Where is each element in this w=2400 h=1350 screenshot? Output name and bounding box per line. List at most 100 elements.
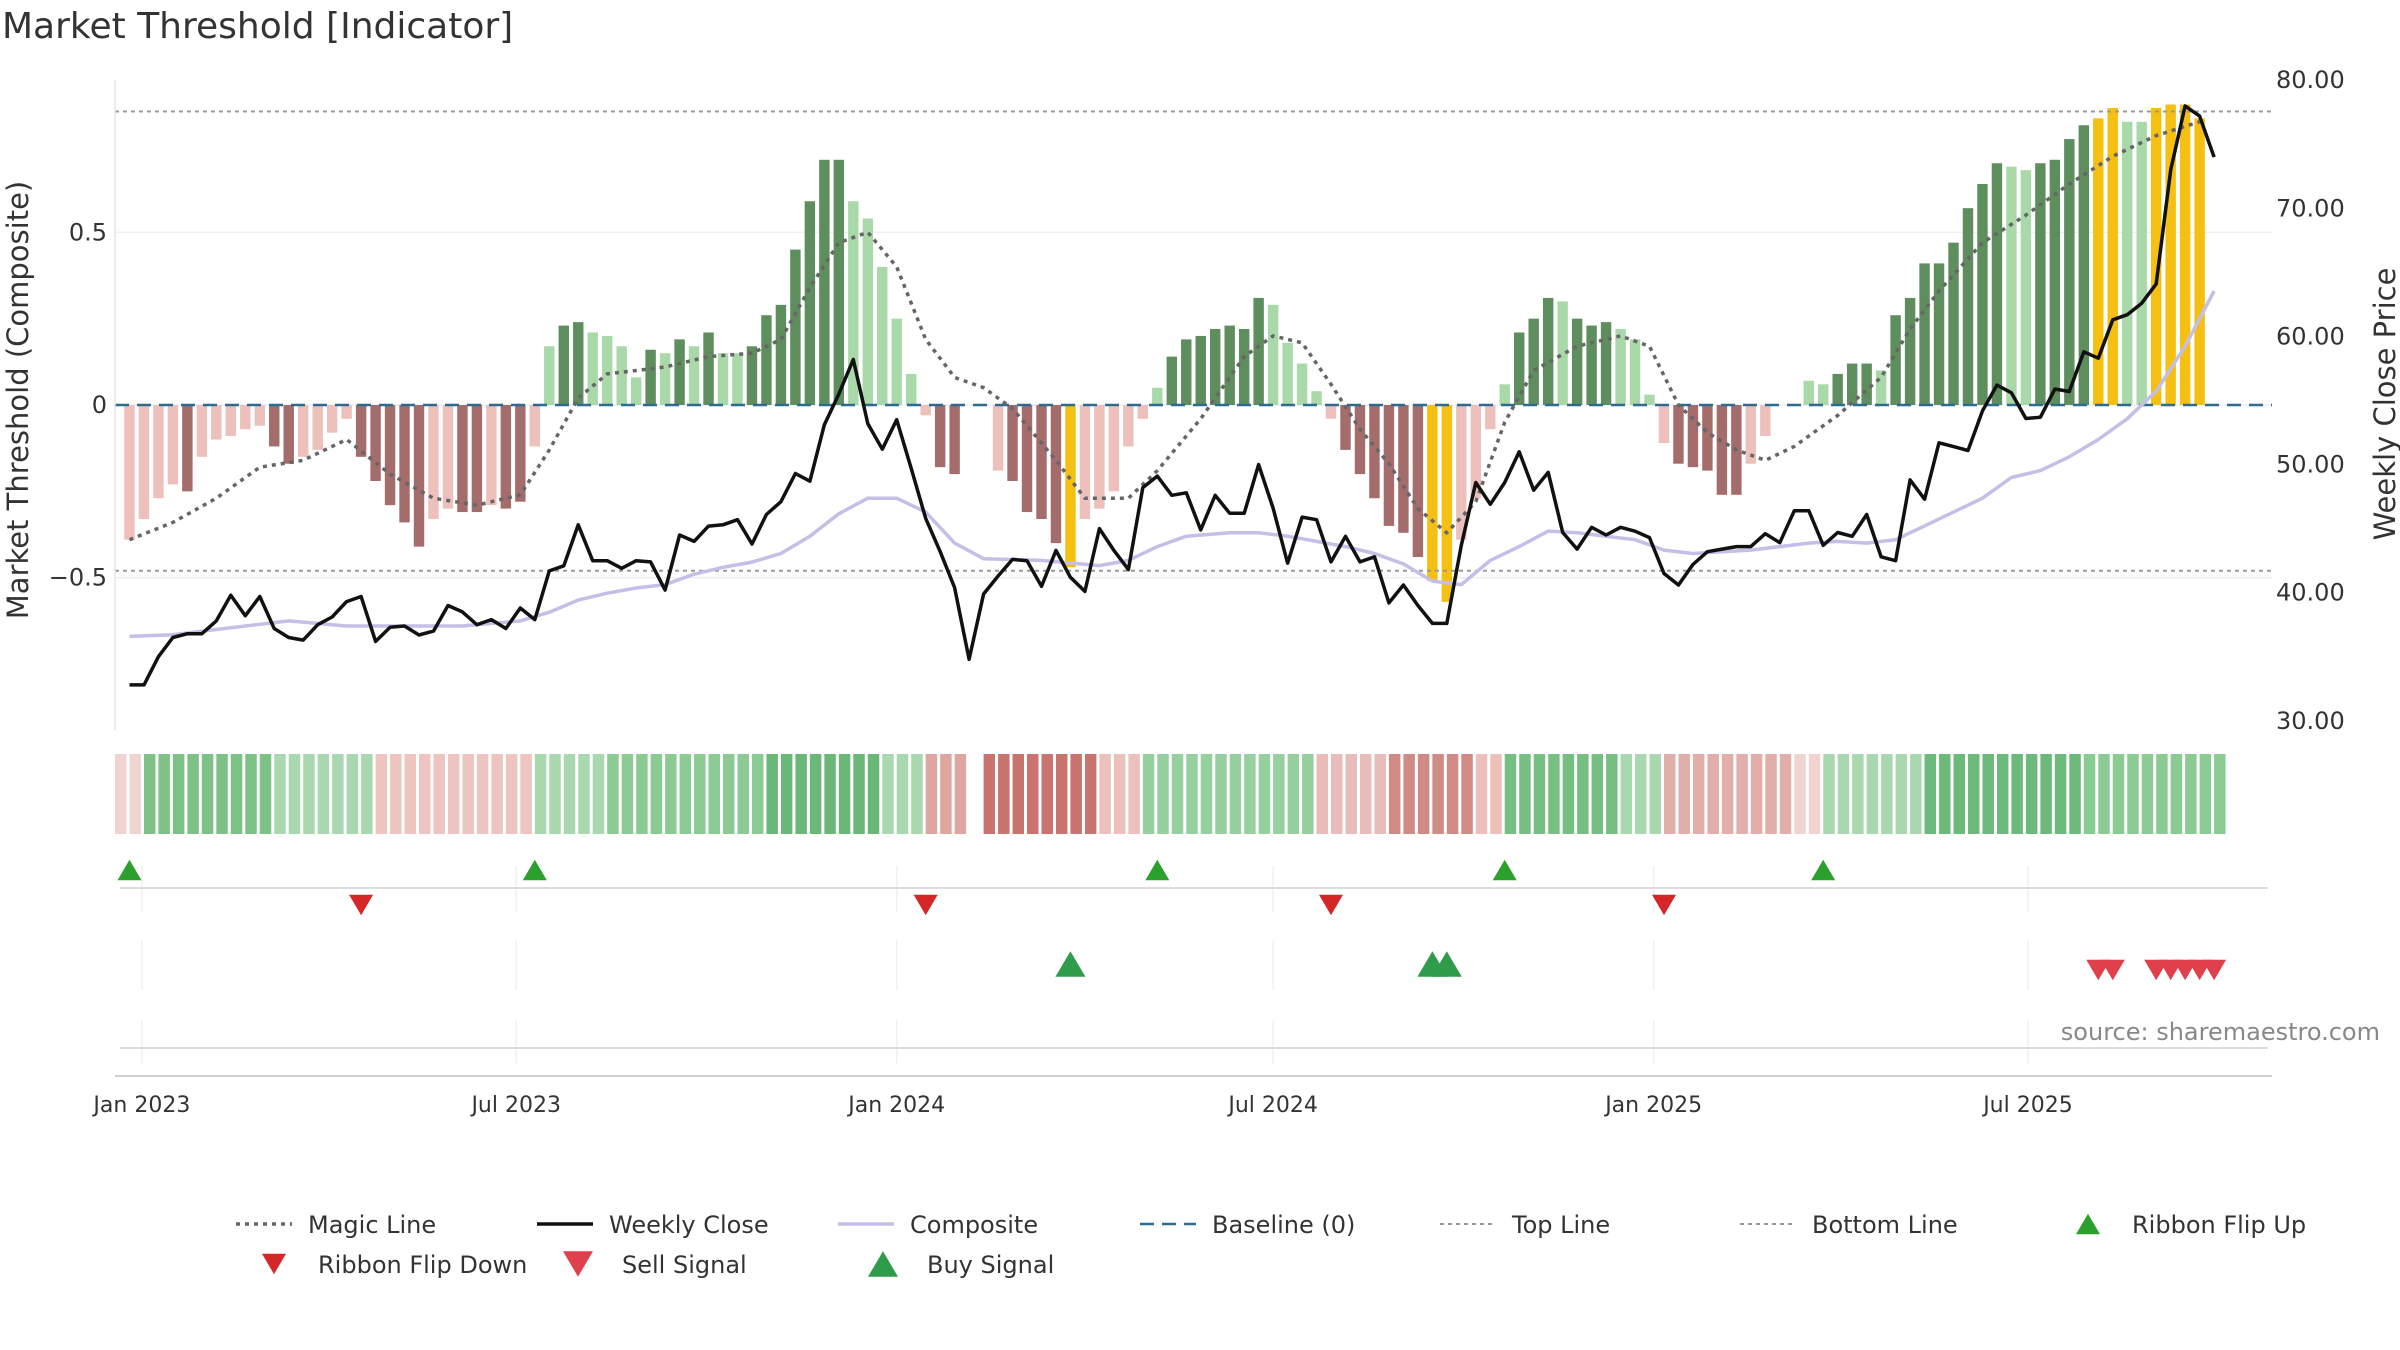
ribbon-cell bbox=[679, 754, 692, 834]
ribbon-cell bbox=[940, 754, 952, 834]
ribbon-cell bbox=[346, 754, 359, 834]
ribbon-cell bbox=[1229, 754, 1242, 834]
y-right-tick-label: 80.00 bbox=[2276, 66, 2345, 94]
ribbon-cell bbox=[245, 754, 257, 834]
composite-bar bbox=[790, 249, 801, 405]
composite-bar bbox=[1181, 339, 1192, 405]
y-right-tick-label: 50.00 bbox=[2276, 451, 2345, 479]
ribbon-cell bbox=[650, 754, 663, 834]
ribbon-flip-down-marker bbox=[913, 894, 938, 916]
ribbon-cell bbox=[1635, 754, 1647, 834]
composite-bar bbox=[1716, 405, 1728, 495]
legend-label: Baseline (0) bbox=[1212, 1211, 1355, 1239]
ribbon-segment bbox=[983, 754, 1097, 834]
composite-bar bbox=[355, 405, 367, 457]
composite-bar bbox=[1050, 405, 1062, 544]
ribbon-cell bbox=[954, 754, 967, 834]
ribbon-flip-up-marker bbox=[1811, 859, 1836, 881]
ribbon-cell bbox=[2214, 754, 2226, 834]
composite-bar bbox=[196, 405, 208, 457]
ribbon-cell bbox=[390, 754, 402, 834]
legend-item: Buy Signal bbox=[868, 1251, 1054, 1279]
ribbon-cell bbox=[143, 754, 156, 834]
composite-bar bbox=[1542, 297, 1554, 405]
ribbon-cell bbox=[1823, 754, 1835, 834]
ribbon-segment bbox=[1504, 754, 1618, 834]
ribbon-cell bbox=[1939, 754, 1951, 834]
composite-bar bbox=[1557, 301, 1568, 405]
ribbon-cell bbox=[1895, 754, 1908, 834]
ribbon-cell bbox=[838, 754, 851, 834]
ribbon-cell bbox=[1128, 754, 1140, 834]
ribbon-cell bbox=[1591, 754, 1604, 834]
composite-bar bbox=[341, 405, 352, 419]
ribbon-cell bbox=[1794, 754, 1806, 834]
composite-bar bbox=[1702, 405, 1713, 471]
source-note: source: sharemaestro.com bbox=[2061, 1018, 2380, 1046]
composite-bar bbox=[616, 346, 627, 405]
ribbon-cell bbox=[737, 754, 749, 834]
ribbon-cell bbox=[766, 754, 778, 834]
composite-bar bbox=[529, 405, 541, 447]
composite-bar bbox=[225, 405, 237, 437]
ribbon-segment bbox=[1388, 754, 1473, 834]
ribbon-cell bbox=[809, 754, 822, 834]
composite-bar bbox=[1079, 405, 1091, 519]
ribbon-cell bbox=[723, 754, 735, 834]
composite-bar bbox=[2049, 159, 2061, 405]
composite-bar bbox=[2136, 121, 2147, 406]
ribbon-cell bbox=[621, 754, 634, 834]
ribbon-cell bbox=[1736, 754, 1748, 834]
ribbon-cell bbox=[1577, 754, 1589, 834]
y-right-tick-label: 30.00 bbox=[2276, 707, 2345, 735]
composite-bar bbox=[515, 405, 526, 502]
ribbon-cell bbox=[1171, 754, 1184, 834]
composite-bar bbox=[1948, 242, 1959, 405]
ribbon-cell bbox=[1157, 754, 1169, 834]
legend-item: Weekly Close bbox=[537, 1211, 769, 1239]
ribbon-cell bbox=[795, 754, 807, 834]
ribbon-cell bbox=[1765, 754, 1777, 834]
ribbon-flip-down-marker bbox=[1652, 894, 1676, 916]
legend-label: Ribbon Flip Up bbox=[2132, 1211, 2306, 1239]
legend-swatch bbox=[2076, 1213, 2100, 1235]
legend-item: Baseline (0) bbox=[1140, 1211, 1355, 1239]
composite-bar bbox=[1658, 405, 1670, 443]
ribbon-cell bbox=[1953, 754, 1965, 834]
ribbon-flip-up-marker bbox=[1492, 859, 1517, 881]
composite-bar bbox=[1644, 394, 1655, 405]
ribbon-cell bbox=[983, 754, 996, 834]
composite-bar bbox=[1036, 405, 1047, 519]
composite-bar bbox=[1977, 183, 1988, 405]
ribbon-cell bbox=[303, 754, 315, 834]
y-axis-left-title: Market Threshold (Composite) bbox=[1, 181, 35, 619]
ribbon-cell bbox=[158, 754, 170, 834]
composite-bar bbox=[1499, 384, 1510, 405]
ribbon-cell bbox=[1678, 754, 1690, 834]
ribbon-cell bbox=[1548, 754, 1560, 834]
composite-bar bbox=[1311, 391, 1322, 405]
composite-bar bbox=[2006, 166, 2017, 405]
ribbon-flip-down-marker bbox=[1319, 894, 1343, 916]
ribbon-cell bbox=[2156, 754, 2168, 834]
composite-bar bbox=[833, 159, 845, 405]
composite-bar bbox=[1412, 405, 1424, 557]
composite-bar bbox=[1456, 405, 1467, 540]
composite-bar bbox=[1296, 363, 1308, 405]
ribbon-cell bbox=[2054, 754, 2067, 834]
x-tick-label: Jul 2024 bbox=[1226, 1093, 1318, 1118]
ribbon-cell bbox=[1388, 754, 1401, 834]
composite-bar bbox=[601, 335, 613, 405]
ribbon-cell bbox=[1649, 754, 1661, 834]
legend-label: Weekly Close bbox=[609, 1211, 769, 1239]
ribbon-cell bbox=[1012, 754, 1025, 834]
ribbon-cell bbox=[216, 754, 228, 834]
ribbon-segment bbox=[274, 754, 373, 834]
ribbon-cell bbox=[1533, 754, 1546, 834]
composite-bar bbox=[1238, 329, 1250, 405]
y-right-tick-label: 40.00 bbox=[2276, 579, 2345, 607]
ribbon-cell bbox=[882, 754, 894, 834]
composite-bar bbox=[1152, 387, 1163, 405]
sell-signal-marker bbox=[2100, 959, 2125, 981]
composite-bar bbox=[934, 405, 946, 468]
